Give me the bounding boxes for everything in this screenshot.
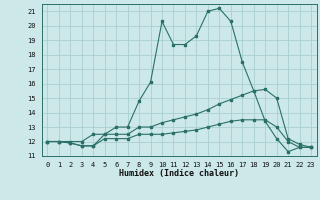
X-axis label: Humidex (Indice chaleur): Humidex (Indice chaleur) (119, 169, 239, 178)
